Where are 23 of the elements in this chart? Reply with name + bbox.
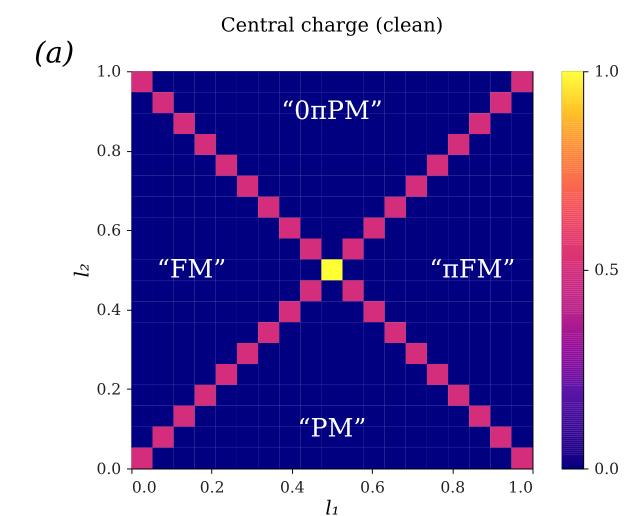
y-tick-label: 0.2 [96, 380, 122, 398]
annotation: “πFM” [429, 254, 516, 284]
x-tick-label: 0.0 [132, 478, 157, 496]
chart-title: Central charge (clean) [220, 13, 444, 36]
x-tick-label: 0.6 [360, 478, 385, 496]
y-tick-label: 1.0 [96, 62, 122, 81]
color-bar-label: 0.5 [594, 261, 620, 280]
y-tick-label: 0.6 [96, 222, 122, 240]
y-tick-label: 0.0 [96, 460, 122, 478]
color-bar-label: 1.0 [594, 62, 620, 81]
color-bar-label: 0.0 [594, 460, 620, 478]
y-tick-label: 0.8 [96, 142, 122, 160]
annotation: “0πPM” [281, 96, 383, 125]
y-axis-title: l₂ [70, 263, 94, 278]
y-tick-label: 0.4 [96, 300, 122, 319]
annotation: “FM” [156, 254, 226, 284]
x-tick-label: 0.2 [200, 478, 224, 496]
x-tick-label: 0.4 [280, 478, 305, 496]
x-tick-label: 0.8 [440, 478, 466, 496]
x-axis-title: l₁ [325, 496, 340, 516]
annotation: “PM” [298, 414, 366, 443]
x-tick-label: 1.0 [508, 478, 533, 496]
text: (a) [34, 36, 74, 70]
